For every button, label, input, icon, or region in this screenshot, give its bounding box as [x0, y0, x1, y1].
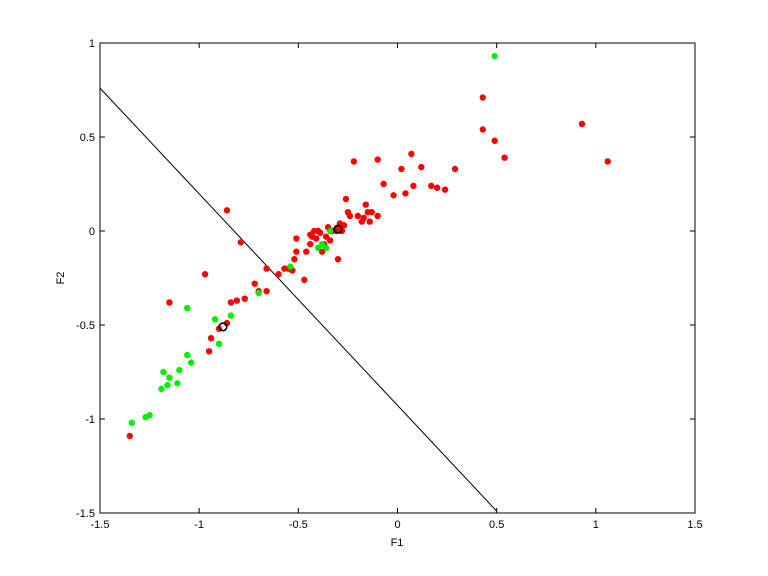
red-point: [263, 287, 270, 295]
red-point: [604, 158, 611, 165]
green-point: [211, 316, 219, 323]
red-point: [390, 192, 397, 199]
green-point: [174, 380, 181, 387]
red-point: [303, 248, 310, 255]
red-point: [408, 150, 415, 158]
y-tick-label: 0.5: [80, 132, 95, 144]
red-point: [418, 163, 425, 171]
red-point: [322, 233, 330, 240]
red-point: [578, 120, 586, 128]
highlighted-points: [218, 224, 343, 332]
red-point: [366, 218, 373, 225]
y-tick-label: -1: [85, 414, 95, 426]
red-point: [233, 297, 241, 304]
red-point: [340, 222, 348, 229]
x-tick-label: -1.5: [91, 519, 110, 531]
red-point: [451, 165, 459, 173]
y-tick-label: -1.5: [76, 508, 95, 520]
red-point: [398, 165, 405, 173]
x-axis-label: F1: [391, 537, 404, 549]
red-point: [166, 299, 173, 306]
red-point: [205, 348, 213, 355]
red-point: [227, 299, 235, 306]
red-point: [410, 182, 417, 190]
red-point: [342, 195, 350, 203]
green-point: [287, 263, 294, 270]
red-point: [433, 184, 441, 191]
red-point: [318, 248, 326, 255]
red-point: [374, 212, 381, 220]
red-point: [293, 235, 300, 242]
plot-area: [99, 42, 696, 514]
green-point: [160, 368, 167, 376]
red-point: [380, 180, 387, 188]
green-point: [146, 412, 153, 419]
x-tick-label: 1.5: [687, 519, 702, 531]
green-point: [318, 240, 326, 248]
data-points: [126, 52, 611, 440]
green-point: [491, 52, 498, 60]
green-point: [166, 374, 173, 381]
red-point: [263, 265, 270, 272]
y-axis-label: F2: [55, 272, 67, 285]
green-point: [322, 244, 330, 252]
green-point: [255, 289, 262, 297]
red-point: [374, 156, 381, 163]
red-point: [293, 248, 300, 255]
red-point: [223, 207, 231, 214]
decision-boundary: [99, 87, 498, 512]
green-point: [164, 381, 171, 389]
red-point: [360, 214, 367, 222]
red-point: [479, 126, 486, 133]
x-tick-label: -1: [194, 519, 204, 531]
green-point: [176, 366, 183, 374]
green-point: [184, 304, 191, 312]
red-point: [326, 237, 334, 244]
x-tick-label: 0.5: [489, 519, 504, 531]
red-point: [241, 295, 248, 302]
x-tick-label: 1: [593, 519, 599, 531]
red-point: [491, 137, 498, 144]
red-point: [251, 280, 258, 287]
red-point: [275, 271, 282, 278]
green-point: [326, 227, 334, 235]
red-point: [312, 235, 320, 242]
red-point: [316, 229, 324, 237]
highlighted-point: [218, 322, 228, 332]
green-point: [128, 419, 135, 426]
y-tick-label: -0.5: [76, 320, 95, 332]
green-point: [314, 244, 322, 252]
green-point: [184, 351, 191, 359]
red-point: [354, 212, 362, 220]
red-point: [501, 154, 508, 161]
red-point: [301, 276, 308, 284]
red-point: [126, 432, 133, 440]
red-point: [368, 209, 375, 216]
red-point: [291, 256, 298, 263]
green-point: [215, 340, 223, 347]
red-point: [201, 271, 209, 278]
x-tick-label: 0: [394, 519, 400, 531]
boundary-line: [99, 87, 498, 512]
y-tick-label: 1: [89, 38, 95, 50]
red-point: [237, 239, 245, 246]
red-point: [428, 182, 435, 190]
red-point: [334, 256, 342, 263]
highlighted-point: [333, 224, 343, 234]
red-point: [441, 186, 449, 193]
x-tick-label: -0.5: [289, 519, 308, 531]
red-point: [362, 201, 369, 208]
green-point: [227, 312, 235, 319]
red-point: [402, 190, 409, 197]
green-point: [188, 359, 195, 366]
red-point: [346, 212, 354, 220]
green-point: [158, 385, 165, 393]
red-point: [479, 94, 486, 101]
red-point: [207, 334, 215, 342]
red-point: [350, 158, 358, 165]
red-point: [307, 240, 314, 248]
y-tick-label: 0: [89, 226, 95, 238]
